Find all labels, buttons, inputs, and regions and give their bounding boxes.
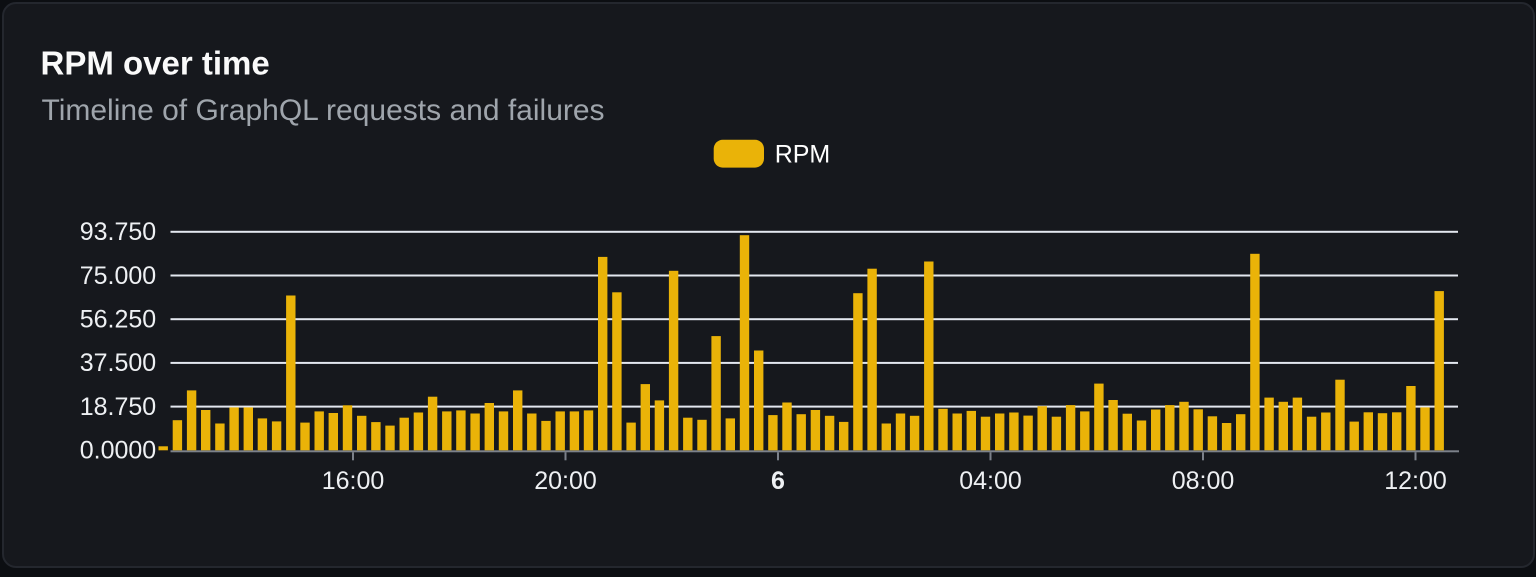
svg-text:08:00: 08:00 bbox=[1172, 467, 1235, 495]
svg-text:20:00: 20:00 bbox=[534, 467, 597, 495]
svg-text:56.250: 56.250 bbox=[80, 306, 156, 334]
svg-text:16:00: 16:00 bbox=[322, 467, 385, 495]
svg-text:12:00: 12:00 bbox=[1384, 467, 1447, 495]
svg-text:04:00: 04:00 bbox=[959, 467, 1022, 495]
svg-text:Timeline of GraphQL requests a: Timeline of GraphQL requests and failure… bbox=[42, 94, 605, 127]
svg-text:75.000: 75.000 bbox=[80, 262, 156, 290]
svg-text:93.750: 93.750 bbox=[80, 218, 156, 246]
svg-text:RPM: RPM bbox=[775, 140, 831, 168]
svg-text:18.750: 18.750 bbox=[80, 393, 156, 421]
svg-text:RPM over time: RPM over time bbox=[41, 45, 270, 82]
svg-text:37.500: 37.500 bbox=[80, 349, 156, 377]
svg-text:6: 6 bbox=[771, 467, 785, 495]
svg-text:0.0000: 0.0000 bbox=[80, 437, 156, 465]
